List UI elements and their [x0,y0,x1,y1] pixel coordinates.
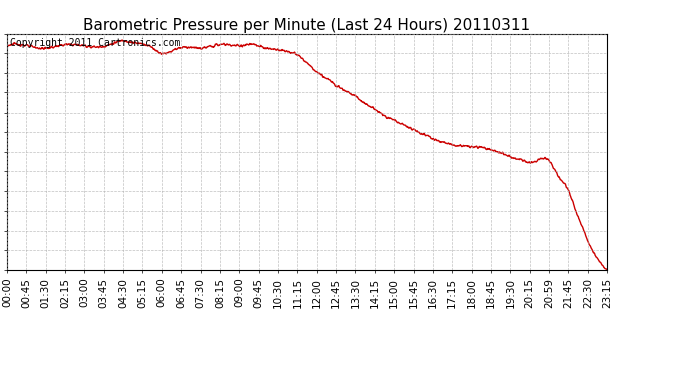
Title: Barometric Pressure per Minute (Last 24 Hours) 20110311: Barometric Pressure per Minute (Last 24 … [83,18,531,33]
Text: Copyright 2011 Cartronics.com: Copyright 2011 Cartronics.com [10,39,180,48]
